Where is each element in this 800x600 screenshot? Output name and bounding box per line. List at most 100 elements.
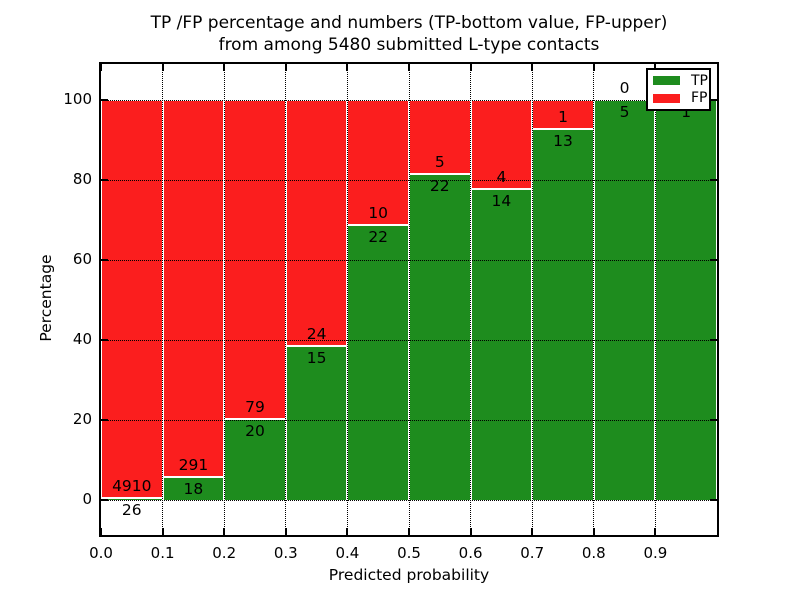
bar-segment-tp <box>347 225 409 500</box>
x-axis-tick <box>531 528 534 535</box>
tp-count-annotation: 18 <box>183 479 204 498</box>
v-gridline <box>346 64 348 535</box>
chart-title-line1: TP /FP percentage and numbers (TP-bottom… <box>150 13 668 33</box>
x-axis-tick <box>592 528 595 535</box>
tp-count-annotation: 1 <box>681 103 692 121</box>
legend-item-fp: FP <box>648 91 709 105</box>
v-gridline <box>470 64 472 535</box>
legend-swatch-fp-icon <box>653 93 680 103</box>
x-tick-label: 0.5 <box>397 544 421 562</box>
x-axis-tick <box>408 528 410 535</box>
x-axis-tick <box>346 528 349 535</box>
legend: TP FP <box>646 68 711 111</box>
fp-count-annotation: 0 <box>619 79 630 97</box>
y-axis-tick <box>710 339 717 341</box>
fp-count-annotation: 24 <box>306 325 327 344</box>
tp-count-annotation: 20 <box>245 422 265 441</box>
bar-segment-tp <box>285 346 348 500</box>
tp-count-annotation: 22 <box>429 177 450 196</box>
bar-segment-fp <box>101 100 163 498</box>
bar-segment-tp <box>655 100 717 500</box>
gridlines-layer <box>101 64 717 535</box>
legend-label-tp: TP <box>691 72 708 89</box>
x-axis-tick <box>284 64 287 71</box>
chart-title: TP /FP percentage and numbers (TP-bottom… <box>99 12 719 56</box>
y-axis-tick <box>710 419 717 421</box>
y-tick-label: 0 <box>82 490 92 508</box>
tp-count-annotation: 26 <box>121 500 142 519</box>
x-tick-label: 0.4 <box>335 544 360 562</box>
bar-segment-tp <box>409 174 471 500</box>
x-axis-tick <box>592 64 595 71</box>
tp-count-annotation: 5 <box>619 103 630 121</box>
y-axis-label: Percentage <box>37 254 55 342</box>
tp-count-annotation: 14 <box>491 191 512 210</box>
bar-segment-fp <box>285 100 348 347</box>
y-axis-tick <box>101 499 108 501</box>
y-axis-tick <box>101 339 108 341</box>
x-tick-label: 0.2 <box>212 544 237 562</box>
y-axis-tick <box>710 499 717 501</box>
x-axis-tick <box>469 528 472 535</box>
x-axis-tick <box>346 64 349 71</box>
v-gridline <box>223 64 225 535</box>
fp-count-annotation: 291 <box>178 455 209 474</box>
y-axis-tick <box>101 419 108 421</box>
y-axis-tick <box>101 179 108 181</box>
fp-count-annotation: 1 <box>558 107 568 126</box>
v-gridline <box>285 64 287 535</box>
x-tick-label: 0.3 <box>273 544 298 562</box>
x-axis-tick <box>654 64 657 71</box>
y-axis-tick <box>101 259 108 261</box>
x-axis-tick <box>223 64 226 71</box>
x-tick-label: 0.1 <box>150 544 175 562</box>
x-axis-tick <box>654 528 657 535</box>
v-gridline <box>162 64 164 535</box>
x-tick-label: 0.8 <box>581 544 606 562</box>
x-axis-tick <box>223 528 226 535</box>
bar-segment-tp <box>593 100 656 500</box>
x-axis-tick <box>284 528 287 535</box>
y-tick-label: 20 <box>72 410 92 428</box>
x-axis-label: Predicted probability <box>328 566 490 584</box>
x-tick-label: 0.9 <box>643 544 668 562</box>
fp-count-annotation: 4 <box>496 167 507 186</box>
x-axis-tick <box>531 64 534 71</box>
v-gridline <box>593 64 595 535</box>
legend-swatch-tp-icon <box>653 76 680 86</box>
y-axis-tick <box>710 259 717 261</box>
x-tick-label: 0.0 <box>89 544 113 562</box>
legend-item-tp: TP <box>648 74 709 88</box>
y-tick-label: 100 <box>63 90 92 108</box>
x-tick-label: 0.7 <box>520 544 545 562</box>
x-axis-tick <box>161 64 164 71</box>
y-axis-tick <box>101 99 108 101</box>
legend-label-fp: FP <box>691 90 708 107</box>
fp-count-annotation: 5 <box>434 153 445 172</box>
y-tick-label: 40 <box>72 330 92 348</box>
bar-segment-fp <box>532 100 594 129</box>
y-tick-label: 60 <box>72 250 92 268</box>
annotations-layer: 491026291187920241510225224141130501 <box>101 64 717 535</box>
y-axis-tick <box>710 99 717 101</box>
tp-count-annotation: 22 <box>368 228 389 246</box>
tp-count-annotation: 13 <box>553 131 573 150</box>
plot-area: 491026291187920241510225224141130501 <box>99 62 719 537</box>
x-tick-label: 0.6 <box>458 544 483 562</box>
tp-count-annotation: 15 <box>306 349 327 368</box>
x-axis-tick <box>408 64 410 71</box>
fp-count-annotation: 10 <box>368 204 389 222</box>
v-gridline <box>531 64 533 535</box>
chart-title-line2: from among 5480 submitted L-type contact… <box>218 35 600 55</box>
v-gridline <box>654 64 656 535</box>
fp-count-annotation: 4910 <box>112 476 152 495</box>
bar-segment-tp <box>532 128 594 500</box>
x-axis-tick <box>100 64 102 71</box>
x-axis-tick <box>469 64 472 71</box>
bar-segment-tp <box>470 188 533 500</box>
y-tick-label: 80 <box>72 170 92 188</box>
v-gridline <box>408 64 410 535</box>
y-axis-tick <box>710 179 717 181</box>
axis-ticks-layer <box>100 64 717 535</box>
